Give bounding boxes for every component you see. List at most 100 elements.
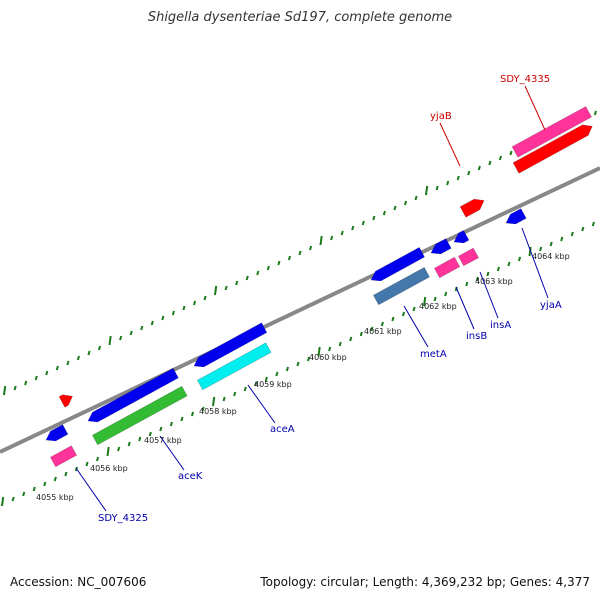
scale-tick (287, 255, 292, 261)
scale-tick (192, 300, 197, 306)
scale-tick (214, 285, 218, 296)
scale-label: 4056 kbp (90, 464, 128, 473)
gene-label: aceA (270, 424, 295, 435)
scale-tick (433, 296, 437, 302)
scale-tick (330, 235, 334, 241)
gene-label-pointer (403, 305, 429, 348)
scale-tick (182, 305, 186, 311)
gene-block (45, 424, 69, 442)
scale-tick (76, 355, 81, 361)
scale-tick (140, 325, 144, 331)
scale-tick (264, 376, 268, 382)
scale-tick (95, 456, 100, 462)
scale-tick (308, 245, 313, 251)
scale-tick (340, 230, 344, 236)
scale-tick (148, 431, 152, 437)
scale-tick (11, 496, 15, 502)
genome-summary-text: Topology: circular; Length: 4,369,232 bp… (260, 575, 590, 589)
scale-tick (161, 315, 165, 321)
scale-tick (201, 406, 205, 412)
gene-block (459, 198, 485, 218)
scale-tick (190, 411, 195, 417)
lower-tick-track (1, 221, 595, 507)
scale-label: 4058 kbp (199, 407, 237, 416)
scale-tick (127, 441, 131, 447)
scale-tick (97, 345, 102, 351)
scale-tick (203, 295, 207, 301)
scale-tick (245, 275, 249, 281)
scale-tick (528, 246, 532, 257)
scale-tick (13, 385, 17, 391)
scale-tick (467, 170, 471, 176)
scale-tick (212, 396, 216, 407)
scale-tick (22, 491, 26, 497)
scale-tick (243, 386, 247, 392)
scale-tick (509, 150, 513, 156)
scale-tick (370, 326, 374, 332)
scale-tick (560, 236, 564, 242)
gene-block (505, 208, 527, 225)
scale-label: 4059 kbp (254, 380, 292, 389)
scale-tick (393, 205, 397, 211)
scale-tick (380, 321, 384, 327)
scale-tick (233, 391, 237, 397)
scale-tick (85, 461, 89, 467)
gene-block (193, 322, 268, 368)
scale-tick (32, 486, 36, 492)
scale-tick (285, 366, 290, 372)
scale-tick (338, 341, 342, 347)
gene-label-pointer (524, 85, 546, 131)
scale-tick (108, 335, 112, 346)
scale-tick (382, 210, 386, 216)
scale-tick (456, 175, 460, 181)
scale-tick (55, 365, 59, 371)
gene-block (512, 124, 593, 174)
scale-tick (306, 356, 311, 362)
gene-block (91, 385, 188, 446)
scale-label: 4064 kbp (532, 252, 570, 261)
gene-label: insB (466, 331, 487, 342)
scale-tick (1, 496, 5, 507)
scale-tick (414, 195, 418, 201)
scale-tick (180, 416, 184, 422)
scale-tick (425, 185, 429, 196)
scale-tick (24, 380, 28, 386)
scale-tick (87, 350, 91, 356)
scale-tick (319, 235, 323, 246)
scale-tick (539, 246, 543, 252)
gene-label-pointer (521, 227, 549, 299)
scale-tick (256, 270, 260, 276)
scale-tick (446, 180, 450, 186)
scale-label: 4055 kbp (36, 493, 74, 502)
scale-tick (496, 266, 501, 272)
gene-block (372, 266, 430, 306)
gene-label: yjaA (540, 300, 562, 311)
scale-tick (465, 281, 469, 287)
scale-tick (254, 381, 258, 387)
gene-block (453, 230, 470, 244)
scale-tick (517, 256, 522, 262)
scale-tick (317, 346, 321, 357)
scale-tick (150, 320, 154, 326)
scale-tick (171, 310, 175, 316)
gene-label-pointer (479, 271, 499, 319)
scale-tick (486, 271, 490, 277)
scale-tick (401, 311, 406, 317)
gene-block (430, 238, 452, 255)
gene-block (49, 445, 78, 468)
scale-tick (119, 335, 123, 341)
scale-tick (591, 221, 595, 227)
gene-features (45, 106, 593, 468)
scale-tick (359, 331, 363, 337)
gene-label-pointer (439, 122, 461, 167)
genome-backbone (0, 166, 600, 454)
scale-tick (435, 185, 439, 191)
scale-tick (34, 375, 38, 381)
gene-block (196, 342, 272, 391)
scale-tick (159, 426, 163, 432)
scale-tick (66, 360, 70, 366)
scale-tick (423, 296, 427, 307)
gene-label: yjaB (430, 111, 452, 122)
